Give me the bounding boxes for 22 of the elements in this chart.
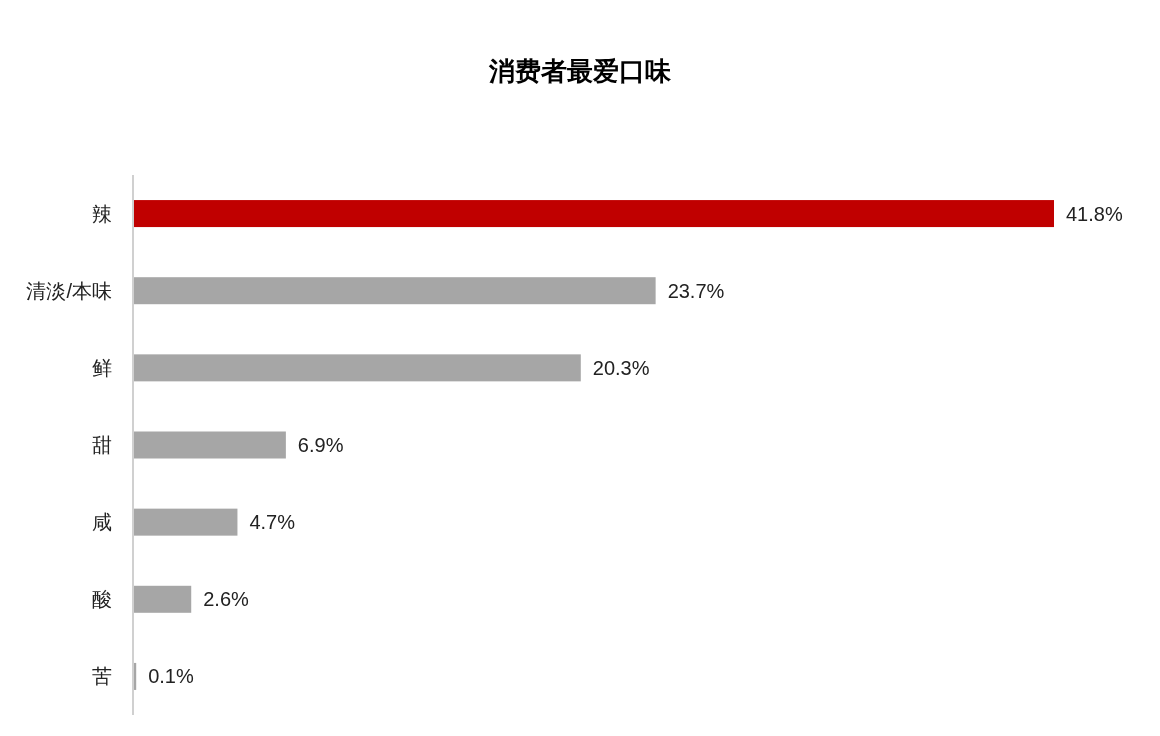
y-tick-label: 咸 — [92, 511, 112, 534]
bar — [134, 354, 581, 382]
bar — [134, 585, 192, 613]
data-label: 2.6% — [203, 588, 250, 611]
data-label: 0.1% — [148, 665, 194, 688]
bar — [134, 200, 1054, 228]
bar — [134, 508, 238, 536]
y-tick-label: 清淡/本味 — [26, 279, 112, 302]
y-tick-label: 苦 — [92, 665, 112, 688]
chart-title: 消费者最爱口味 — [488, 56, 672, 86]
bar — [134, 662, 137, 690]
data-label: 23.7% — [667, 279, 725, 302]
y-tick-label: 甜 — [92, 434, 112, 456]
data-label: 4.7% — [249, 511, 296, 534]
y-tick-label: 鲜 — [92, 356, 112, 379]
data-label: 6.9% — [297, 434, 344, 456]
bar — [134, 277, 656, 305]
y-tick-label: 辣 — [92, 202, 112, 225]
bar — [134, 431, 286, 459]
data-label: 41.8% — [1066, 202, 1123, 225]
data-label: 20.3% — [592, 356, 650, 379]
y-tick-label: 酸 — [92, 588, 112, 611]
